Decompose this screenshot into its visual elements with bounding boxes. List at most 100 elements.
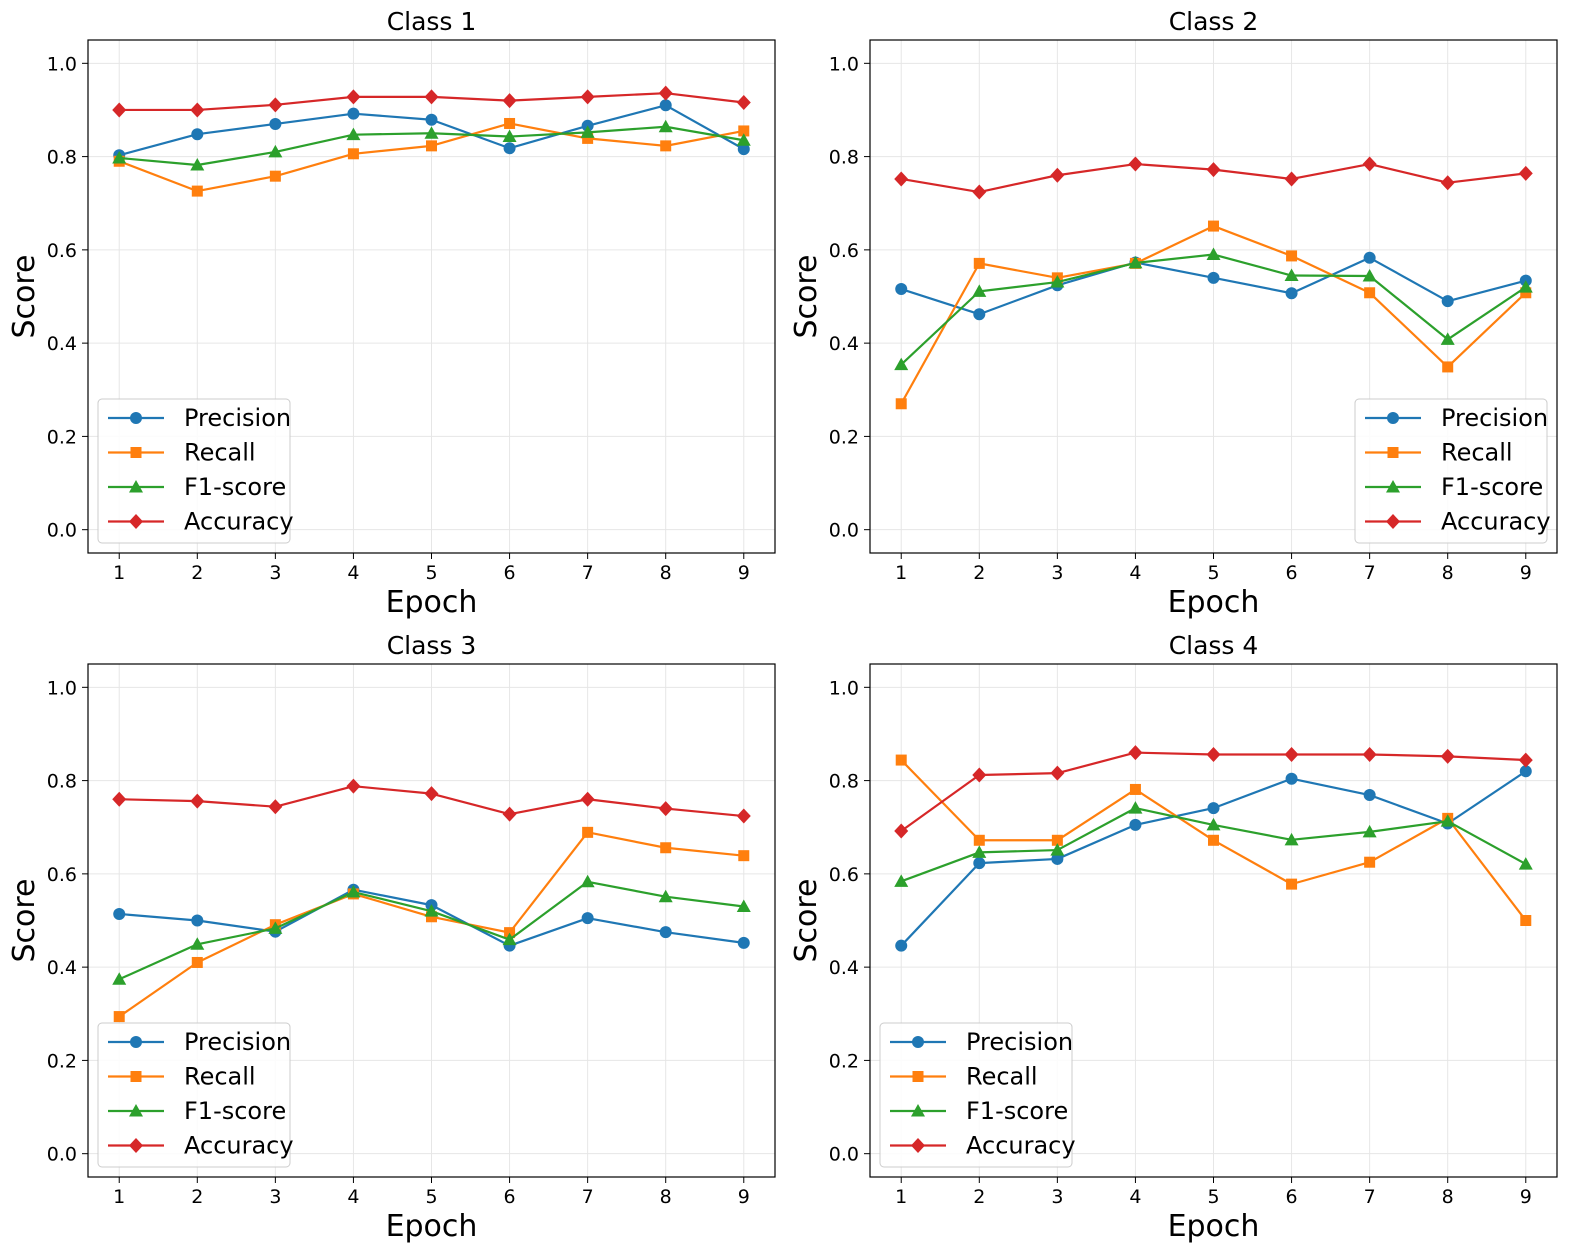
x-axis-label: Epoch [386,1209,478,1244]
legend-marker-accuracy [129,514,143,529]
legend: Precision Recall F1-score Accuracy [879,1022,1076,1168]
data-point-recall [973,257,985,269]
legend-marker-f1-score [911,1104,925,1117]
data-point-recall [582,132,594,144]
legend-box [97,1022,291,1168]
data-point-f1-score [1362,824,1377,838]
y-axis-label: Score [7,254,42,338]
x-tick-label: 8 [660,1186,672,1208]
data-point-accuracy [1440,748,1455,764]
data-point-recall [1520,915,1532,926]
data-point-f1-score [346,127,361,141]
y-tick-label: 0.2 [829,426,859,448]
data-point-precision [659,99,672,112]
data-point-accuracy [424,89,439,105]
data-point-recall [1442,361,1454,373]
data-point-precision [895,283,908,296]
y-tick-label: 1.0 [829,677,859,699]
data-point-recall [1520,287,1532,299]
data-point-precision [1207,271,1220,284]
data-point-f1-score [1284,832,1299,846]
legend-marker-precision [130,412,142,424]
data-point-precision [269,117,282,130]
data-point-f1-score [1128,801,1143,814]
legend-label-recall: Recall [966,1063,1038,1091]
data-point-accuracy [346,778,361,794]
x-tick-label: 9 [738,1186,750,1208]
data-point-accuracy [1518,752,1533,768]
data-point-precision [1441,295,1454,308]
y-tick-label: 1.0 [829,53,859,75]
data-point-recall [269,170,281,182]
data-point-recall [426,911,437,923]
data-point-f1-score [580,874,595,888]
data-point-f1-score [1362,268,1377,282]
x-tick-label: 5 [1207,1186,1219,1208]
legend-label-recall: Recall [184,439,256,467]
data-point-precision [581,912,594,925]
data-point-precision [1285,287,1298,300]
data-point-f1-score [972,845,987,858]
x-axis-label: Epoch [1168,1209,1260,1244]
legend-label-f1-score: F1-score [184,473,286,501]
data-point-precision [191,128,204,141]
data-point-f1-score [658,889,673,903]
data-point-precision [737,936,750,949]
data-point-precision [659,926,672,939]
x-tick-label: 1 [113,1186,125,1208]
data-point-accuracy [580,89,595,105]
x-tick-label: 4 [347,562,359,584]
data-point-recall [504,117,516,129]
legend-label-f1-score: F1-score [1441,473,1543,501]
data-point-accuracy [346,89,361,105]
data-point-f1-score [190,937,205,950]
legend-box [1354,398,1548,544]
data-point-accuracy [580,791,595,807]
data-point-f1-score [190,157,205,171]
data-point-recall [1129,783,1141,795]
data-point-accuracy [1440,175,1455,191]
data-point-accuracy [1362,746,1377,762]
data-point-accuracy [1050,765,1065,781]
data-point-recall [1208,220,1219,232]
y-tick-label: 0.4 [47,957,77,979]
axes-frame [87,663,776,1178]
data-point-accuracy [112,102,127,118]
legend-label-accuracy: Accuracy [184,508,294,536]
data-point-f1-score [972,284,987,297]
subplot-title: Class 2 [1169,7,1259,36]
data-point-recall [973,834,985,846]
legend-box [97,398,291,544]
x-tick-label: 9 [1520,562,1532,584]
x-tick-label: 8 [1442,562,1454,584]
y-tick-label: 0.6 [47,240,77,262]
data-point-accuracy [1128,745,1143,761]
data-point-f1-score [894,357,909,371]
data-point-accuracy [736,94,751,110]
y-tick-label: 0.2 [47,426,77,448]
data-point-f1-score [894,874,909,887]
x-tick-label: 6 [1286,562,1298,584]
data-point-precision [1519,765,1532,778]
x-tick-label: 8 [660,562,672,584]
data-point-f1-score [424,126,439,139]
subplot-class-4: 1 2 3 4 5 6 7 8 9 0.0 0.2 0.4 0.6 0.8 1.0 Class 4 Epoch S… [789,631,1558,1244]
data-point-f1-score [1050,275,1065,288]
data-point-recall [582,826,594,838]
x-tick-label: 5 [1207,562,1219,584]
legend-box [879,1022,1073,1168]
data-point-f1-score [580,125,595,138]
data-point-recall [113,1011,125,1023]
y-tick-label: 0.6 [47,864,77,886]
y-tick-label: 0.4 [47,333,77,355]
x-tick-label: 2 [973,1186,985,1208]
data-point-accuracy [972,184,987,200]
y-axis-label: Score [789,878,824,962]
data-point-accuracy [268,97,283,113]
x-tick-label: 4 [1129,562,1141,584]
data-point-accuracy [268,799,283,815]
data-point-accuracy [658,801,673,817]
data-point-accuracy [1050,167,1065,183]
x-tick-label: 9 [738,562,750,584]
